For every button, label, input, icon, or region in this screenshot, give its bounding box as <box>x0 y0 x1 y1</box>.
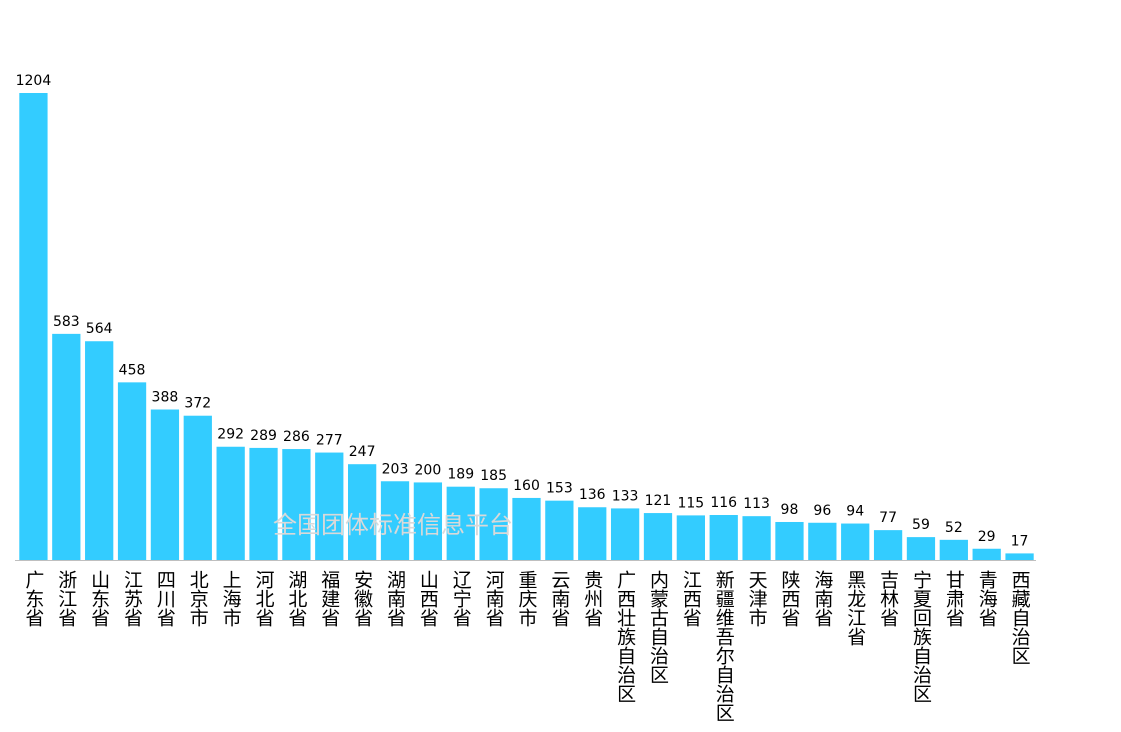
bar <box>775 521 804 560</box>
bar <box>939 539 968 560</box>
bar <box>972 548 1001 560</box>
value-label: 583 <box>53 314 80 330</box>
bar <box>85 341 114 560</box>
bar <box>413 482 443 560</box>
value-label: 289 <box>250 428 277 444</box>
value-label: 77 <box>879 510 897 526</box>
value-label: 153 <box>546 481 573 497</box>
value-label: 185 <box>480 468 507 484</box>
x-tick-label: 内蒙古自治区 <box>647 570 669 684</box>
bar <box>380 481 410 560</box>
bar <box>610 508 640 560</box>
value-label: 292 <box>217 427 244 443</box>
x-tick-label: 辽宁省 <box>450 570 472 627</box>
bar <box>709 515 738 560</box>
value-label: 96 <box>813 503 831 519</box>
x-tick-label: 浙江省 <box>55 570 77 627</box>
bar <box>348 464 377 560</box>
x-tick-label: 海南省 <box>811 570 833 627</box>
value-label: 133 <box>612 488 639 504</box>
x-tick-label: 上海市 <box>220 570 242 627</box>
bar <box>676 515 705 560</box>
bar <box>315 452 344 560</box>
value-label: 203 <box>382 461 409 477</box>
x-tick-label: 云南省 <box>548 570 570 627</box>
x-tick-label: 北京市 <box>187 570 209 627</box>
x-tick-label: 河南省 <box>483 570 505 627</box>
x-tick-label: 贵州省 <box>581 570 603 627</box>
x-tick-label: 西藏自治区 <box>1009 570 1031 665</box>
bar <box>808 522 837 560</box>
bar <box>249 447 278 560</box>
x-tick-label: 河北省 <box>253 570 275 627</box>
bar <box>512 497 541 560</box>
bar <box>150 409 180 560</box>
x-tick-label: 湖南省 <box>384 570 406 627</box>
bar <box>873 530 903 560</box>
bar <box>479 488 508 560</box>
x-tick-label: 新疆维吾尔自治区 <box>713 570 735 722</box>
x-tick-label: 重庆市 <box>516 570 538 627</box>
bar <box>52 333 81 560</box>
value-label: 458 <box>119 362 146 378</box>
value-label: 277 <box>316 433 343 449</box>
x-tick-label: 湖北省 <box>285 570 307 627</box>
bar <box>117 382 147 560</box>
bar <box>183 415 212 560</box>
value-label: 116 <box>710 495 737 511</box>
value-label: 564 <box>86 321 113 337</box>
x-tick-label: 福建省 <box>318 570 340 627</box>
value-label: 286 <box>283 429 310 445</box>
value-label: 388 <box>152 390 179 406</box>
x-tick-label: 江西省 <box>680 570 702 627</box>
value-label: 113 <box>743 496 770 512</box>
x-tick-label: 吉林省 <box>877 570 899 627</box>
bar <box>545 500 574 560</box>
value-label: 121 <box>645 493 672 509</box>
x-tick-label: 陕西省 <box>778 570 800 627</box>
value-label: 94 <box>846 504 864 520</box>
x-tick-label: 广西壮族自治区 <box>614 570 636 703</box>
x-tick-label: 江苏省 <box>121 570 143 627</box>
bar <box>19 93 48 560</box>
watermark: 全国团体标准信息平台 <box>273 511 513 539</box>
value-label: 98 <box>781 502 799 518</box>
x-tick-label: 四川省 <box>154 570 176 627</box>
x-tick-label: 宁夏回族自治区 <box>910 570 932 703</box>
bar <box>906 537 936 560</box>
x-tick-label: 天津市 <box>746 570 768 627</box>
value-label: 59 <box>912 517 930 533</box>
value-label: 200 <box>415 462 442 478</box>
value-label: 52 <box>945 520 963 536</box>
x-tick-label: 黑龙江省 <box>844 570 866 646</box>
value-label: 372 <box>184 396 211 412</box>
value-label: 136 <box>579 487 606 503</box>
x-tick-label: 山西省 <box>417 570 439 627</box>
bar <box>841 523 870 560</box>
value-label: 17 <box>1011 533 1029 549</box>
value-label: 189 <box>447 467 474 483</box>
x-tick-label: 甘肃省 <box>943 570 965 627</box>
x-tick-label: 青海省 <box>976 570 998 627</box>
value-label: 115 <box>677 495 704 511</box>
bar <box>578 507 607 560</box>
bar <box>643 513 673 560</box>
x-tick-label: 广东省 <box>22 570 44 627</box>
bar <box>742 516 771 560</box>
bar <box>282 449 311 560</box>
value-label: 1204 <box>16 73 52 89</box>
bar <box>216 446 245 560</box>
bar <box>446 486 475 560</box>
value-label: 247 <box>349 444 376 460</box>
x-tick-label: 安徽省 <box>351 570 373 627</box>
bar <box>1005 553 1034 560</box>
value-label: 160 <box>513 478 540 494</box>
x-tick-label: 山东省 <box>88 570 110 627</box>
value-label: 29 <box>978 529 996 545</box>
